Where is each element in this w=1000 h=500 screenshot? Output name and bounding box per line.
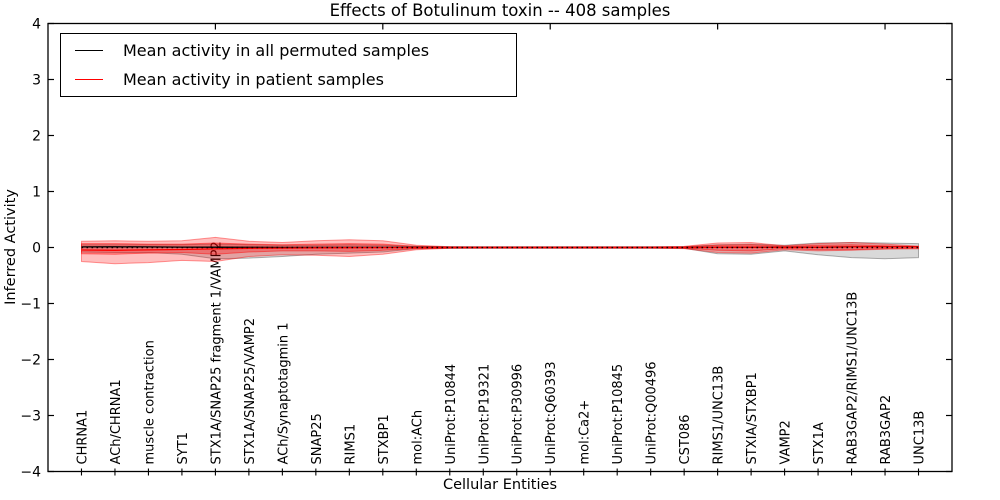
legend-label-patient: Mean activity in patient samples — [123, 70, 384, 90]
x-category-label: muscle contraction — [142, 340, 157, 464]
x-category-label: UniProt:P19321 — [477, 364, 492, 465]
x-category-label: SNAP25 — [310, 413, 325, 464]
patient-range-band — [81, 236, 919, 265]
legend-item-patient: Mean activity in patient samples — [61, 67, 516, 93]
permuted-range-band — [81, 241, 919, 260]
y-axis-label: Inferred Activity — [3, 189, 19, 305]
legend: Mean activity in all permuted samples Me… — [60, 33, 517, 97]
chart-title: Effects of Botulinum toxin -- 408 sample… — [329, 1, 671, 20]
x-category-label: UniProt:P10845 — [611, 364, 626, 465]
x-category-label: STX1A/SNAP25/VAMP2 — [243, 318, 258, 465]
x-category-label: UniProt:P10844 — [444, 364, 459, 465]
y-tick-label: −3 — [20, 409, 41, 425]
x-category-label: SYT1 — [176, 432, 191, 464]
x-category-label: STX1A/SNAP25 fragment 1/VAMP2 — [209, 241, 224, 464]
patient-line-swatch — [75, 79, 103, 81]
y-tick-label: 2 — [32, 129, 41, 145]
x-category-label: RAB3GAP2 — [879, 395, 894, 465]
x-category-label: ACh/CHRNA1 — [109, 379, 124, 464]
x-category-label: mol:Ca2+ — [578, 400, 593, 465]
y-tick-label: −2 — [20, 353, 41, 369]
y-tick-label: 4 — [32, 17, 41, 33]
x-category-label: RAB3GAP2/RIMS1/UNC13B — [846, 292, 861, 465]
y-tick-label: 1 — [32, 185, 41, 201]
y-tick-label: 0 — [32, 241, 41, 257]
x-category-label: RIMS1/UNC13B — [712, 366, 727, 465]
y-tick-label: −4 — [20, 465, 41, 481]
x-category-label: STX1A — [812, 422, 827, 464]
x-category-label: STXIA/STXBP1 — [745, 372, 760, 464]
x-category-label: CHRNA1 — [75, 410, 90, 465]
x-category-label: CST086 — [678, 414, 693, 464]
x-category-label: VAMP2 — [779, 420, 794, 464]
x-category-label: mol:ACh — [410, 410, 425, 465]
y-tick-label: −1 — [20, 297, 41, 313]
x-category-label: STXBP1 — [377, 414, 392, 464]
x-category-label: UniProt:Q60393 — [544, 361, 559, 464]
permuted-line-swatch — [75, 49, 103, 51]
legend-label-permuted: Mean activity in all permuted samples — [123, 40, 430, 60]
patient-core-band — [81, 242, 919, 255]
x-category-label: UniProt:Q00496 — [645, 361, 660, 464]
x-category-label: UNC13B — [913, 411, 928, 465]
mean-patient-line — [81, 246, 919, 251]
legend-item-permuted: Mean activity in all permuted samples — [61, 37, 516, 63]
x-axis-label: Cellular Entities — [442, 477, 558, 493]
x-category-label: ACh/Synaptotagmin 1 — [276, 322, 291, 464]
x-category-label: UniProt:P30996 — [511, 364, 526, 465]
y-tick-label: 3 — [32, 73, 41, 89]
x-category-label: RIMS1 — [343, 424, 358, 465]
